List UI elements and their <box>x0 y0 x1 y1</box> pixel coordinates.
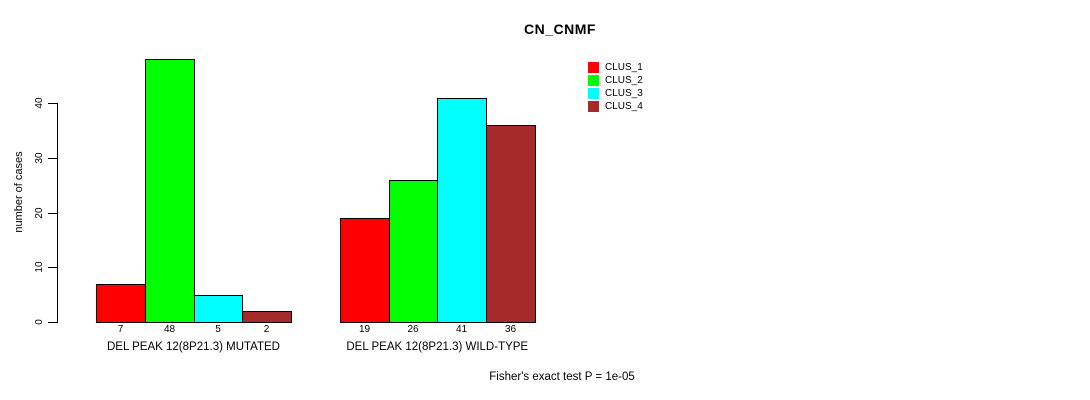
bar-value-label: 26 <box>407 324 419 335</box>
y-tick-mark <box>48 322 58 324</box>
bar-clus_1 <box>340 218 390 323</box>
y-tick-label: 30 <box>34 152 45 164</box>
bar-clus_4 <box>242 311 292 323</box>
bar-value-label: 36 <box>504 324 517 335</box>
group-label: DEL PEAK 12(8P21.3) WILD-TYPE <box>346 341 529 353</box>
legend-item-label: CLUS_2 <box>605 75 643 86</box>
y-tick-label: 20 <box>34 206 45 219</box>
group-label: DEL PEAK 12(8P21.3) MUTATED <box>107 341 280 353</box>
legend: CLUS_1 CLUS_2 CLUS_3 CLUS_4 <box>588 61 643 113</box>
bar-value-label: 19 <box>358 324 371 335</box>
legend-item-label: CLUS_3 <box>605 88 643 99</box>
y-tick-mark <box>48 157 58 159</box>
stat-annotation: Fisher's exact test P = 1e-05 <box>489 371 635 383</box>
bar-clus_1 <box>96 284 146 323</box>
chart-title: CN_CNMF <box>524 21 596 37</box>
y-tick-label: 10 <box>34 261 45 273</box>
legend-swatch-icon <box>588 75 599 86</box>
bar-clus_4 <box>486 125 536 323</box>
y-tick-mark <box>48 212 58 214</box>
y-tick-label: 40 <box>34 97 45 109</box>
y-tick-mark <box>48 267 58 269</box>
legend-item-clus_4: CLUS_4 <box>588 100 643 113</box>
bar-value-label: 48 <box>163 324 176 335</box>
bar-value-label: 5 <box>215 324 221 335</box>
bar-clus_2 <box>145 59 195 323</box>
legend-swatch-icon <box>588 88 599 99</box>
legend-item-clus_2: CLUS_2 <box>588 74 643 87</box>
y-axis-label: number of cases <box>13 151 25 233</box>
bar-clus_3 <box>437 98 487 323</box>
legend-item-clus_3: CLUS_3 <box>588 87 643 100</box>
bar-value-label: 41 <box>455 324 468 335</box>
legend-swatch-icon <box>588 101 599 112</box>
bar-value-label: 7 <box>117 324 124 335</box>
y-tick-mark <box>48 103 58 105</box>
bar-value-label: 2 <box>263 324 270 335</box>
bar-clus_3 <box>194 295 243 323</box>
legend-swatch-icon <box>588 62 599 73</box>
legend-item-label: CLUS_4 <box>605 101 643 112</box>
bar-clus_2 <box>389 180 438 323</box>
legend-item-label: CLUS_1 <box>605 62 643 73</box>
y-tick-label: 0 <box>34 319 45 325</box>
legend-item-clus_1: CLUS_1 <box>588 61 643 74</box>
